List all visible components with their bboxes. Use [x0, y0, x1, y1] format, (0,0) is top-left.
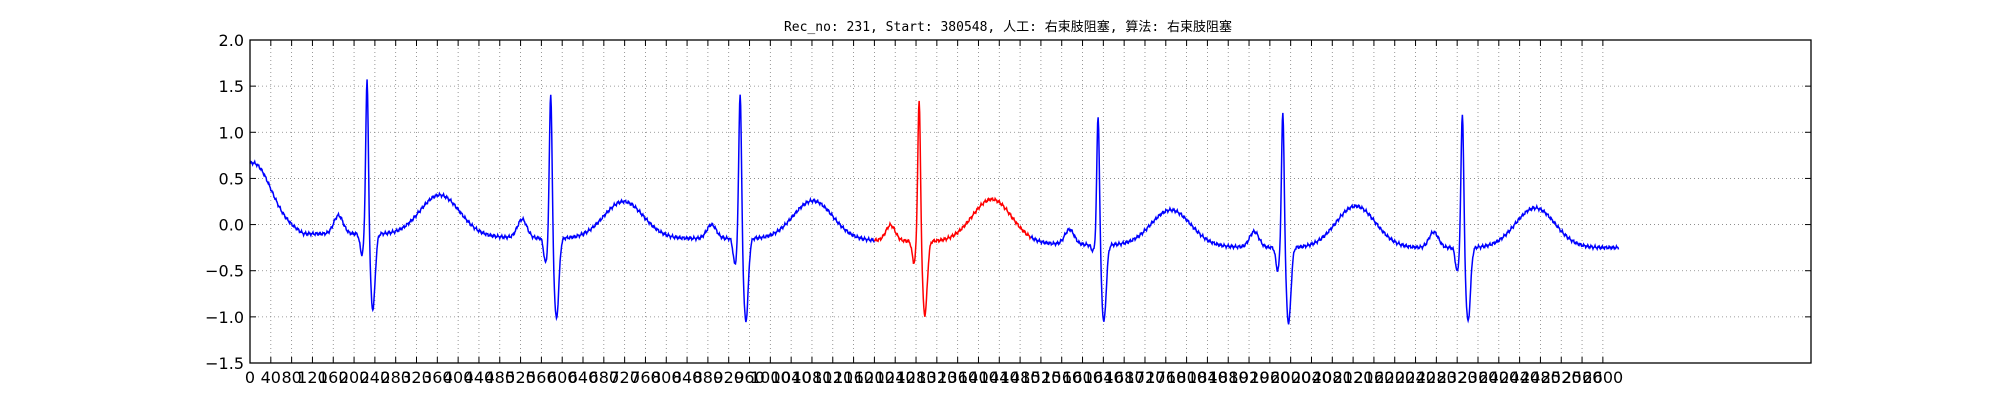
x-tick-label: 1120 — [812, 368, 853, 387]
x-tick-label: 400 — [443, 368, 474, 387]
x-tick-label: 200 — [339, 368, 370, 387]
x-tick-label: 2280 — [1416, 368, 1457, 387]
x-tick-label: 1720 — [1125, 368, 1166, 387]
x-tick-label: 1360 — [937, 368, 978, 387]
x-tick-label: 2240 — [1395, 368, 1436, 387]
x-tick-label: 1800 — [1166, 368, 1207, 387]
x-tick-label: 160 — [318, 368, 349, 387]
y-tick-label: 1.5 — [219, 77, 244, 96]
y-tick-label: 2.0 — [219, 31, 244, 50]
grid-lines — [249, 39, 1811, 364]
y-tick-label: 1.0 — [219, 123, 244, 142]
x-tick-label: 1320 — [916, 368, 957, 387]
y-tick-label: 0.0 — [219, 216, 244, 235]
x-tick-label: 1920 — [1229, 368, 1270, 387]
x-tick-label: 920 — [713, 368, 744, 387]
x-tick-label: 600 — [547, 368, 578, 387]
x-tick-label: 1680 — [1104, 368, 1145, 387]
x-tick-label: 480 — [484, 368, 515, 387]
x-tick-label: 2200 — [1374, 368, 1415, 387]
x-tick-label: 2560 — [1562, 368, 1603, 387]
x-tick-label: 360 — [422, 368, 453, 387]
x-tick-label: 2040 — [1291, 368, 1332, 387]
x-tick-label: 960 — [734, 368, 765, 387]
x-tick-label: 1560 — [1041, 368, 1082, 387]
x-tick-label: 1200 — [854, 368, 895, 387]
x-tick-label: 1880 — [1208, 368, 1249, 387]
y-tick-label: 0.5 — [219, 169, 244, 188]
x-tick-label: 1040 — [771, 368, 812, 387]
x-tick-label: 1480 — [1000, 368, 1041, 387]
x-tick-label: 2520 — [1541, 368, 1582, 387]
ecg-trace-highlight — [873, 100, 1032, 317]
x-tick-label: 1960 — [1249, 368, 1290, 387]
chart-title: Rec_no: 231, Start: 380548, 人工: 右束肢阻塞, 算… — [784, 19, 1232, 35]
ecg-signal — [249, 79, 1620, 325]
x-tick-label: 1600 — [1062, 368, 1103, 387]
x-tick-label: 440 — [464, 368, 495, 387]
x-tick-label: 1760 — [1145, 368, 1186, 387]
x-tick-label: 2440 — [1499, 368, 1540, 387]
y-tick-label: −1.5 — [205, 354, 244, 373]
x-tick-label: 2120 — [1333, 368, 1374, 387]
x-tick-label: 1840 — [1187, 368, 1228, 387]
y-tick-label: −0.5 — [205, 262, 244, 281]
y-tick-label: −1.0 — [205, 308, 244, 327]
x-tick-label: 2080 — [1312, 368, 1353, 387]
x-tick-label: 2320 — [1437, 368, 1478, 387]
x-tick-label: 680 — [589, 368, 620, 387]
x-tick-label: 520 — [505, 368, 536, 387]
x-tick-label: 1640 — [1083, 368, 1124, 387]
x-tick-label: 640 — [568, 368, 599, 387]
x-tick-label: 720 — [609, 368, 640, 387]
x-tick-label: 2600 — [1583, 368, 1624, 387]
x-tick-label: 760 — [630, 368, 661, 387]
ecg-trace-segment-1 — [249, 79, 876, 323]
ecg-trace-segment-2 — [1030, 112, 1620, 325]
x-tick-label: 840 — [672, 368, 703, 387]
x-tick-label: 2480 — [1520, 368, 1561, 387]
x-tick-label: 2400 — [1478, 368, 1519, 387]
x-tick-label: 1080 — [792, 368, 833, 387]
x-tick-label: 0 — [245, 368, 255, 387]
x-tick-label: 2360 — [1458, 368, 1499, 387]
x-tick-label: 80 — [281, 368, 301, 387]
x-tick-label: 1520 — [1021, 368, 1062, 387]
x-axis: 0 40 8012016020024028032036040044048052056… — [245, 40, 1623, 387]
plot-frame — [249, 39, 1812, 364]
x-tick-label: 1160 — [833, 368, 874, 387]
x-tick-label: 2160 — [1354, 368, 1395, 387]
x-tick-label: 1240 — [875, 368, 916, 387]
x-tick-label: 240 — [360, 368, 391, 387]
y-axis: 2.0 1.5 1.0 0.5 0.0 −0.5 −1.0 −1.5 — [205, 31, 1811, 373]
x-tick-label: 1400 — [958, 368, 999, 387]
x-tick-label: 1000 — [750, 368, 791, 387]
x-tick-label: 800 — [651, 368, 682, 387]
x-tick-label: 560 — [526, 368, 557, 387]
x-tick-label: 280 — [380, 368, 411, 387]
x-tick-label: 120 — [297, 368, 328, 387]
x-tick-label: 1440 — [979, 368, 1020, 387]
x-tick-label: 880 — [693, 368, 724, 387]
x-tick-label: 320 — [401, 368, 432, 387]
x-tick-label: 40 — [261, 368, 281, 387]
x-tick-label: 1280 — [896, 368, 937, 387]
x-tick-label: 2000 — [1270, 368, 1311, 387]
